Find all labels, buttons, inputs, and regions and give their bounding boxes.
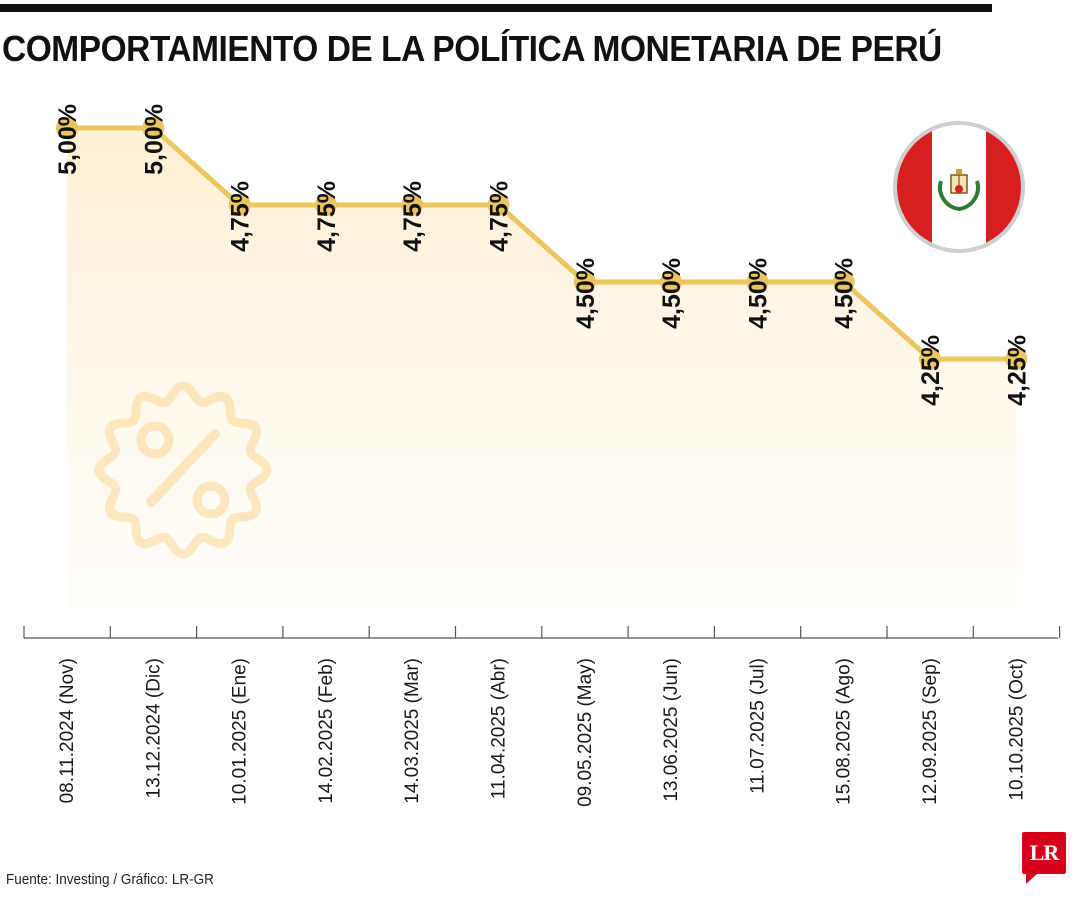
x-tick-label: 14.03.2025 (Mar): [402, 658, 423, 804]
top-rule: [0, 4, 992, 12]
lr-logo-icon: LR: [1022, 832, 1066, 884]
x-tick-label: 10.01.2025 (Ene): [230, 658, 251, 805]
source-note: Fuente: Investing / Gráfico: LR-GR: [6, 871, 214, 888]
x-tick-label: 13.12.2024 (Dic): [143, 658, 164, 798]
value-label: 4,25%: [917, 335, 945, 406]
value-label: 4,75%: [399, 181, 427, 252]
x-tick-label: 12.09.2025 (Sep): [920, 658, 941, 805]
value-label: 4,75%: [227, 181, 255, 252]
data-point: [1005, 348, 1028, 370]
chart-title: COMPORTAMIENTO DE LA POLÍTICA MONETARIA …: [2, 28, 942, 69]
value-label: 4,50%: [831, 258, 859, 329]
data-point: [56, 117, 78, 139]
x-tick-label: 09.05.2025 (May): [575, 658, 596, 807]
value-label: 4,75%: [486, 181, 514, 252]
value-label: 5,00%: [140, 104, 168, 175]
x-tick-label: 13.06.2025 (Jun): [661, 658, 682, 802]
data-point: [746, 271, 769, 293]
value-label: 4,50%: [744, 258, 772, 329]
peru-flag-icon: [893, 121, 1025, 253]
series-line: [67, 125, 1017, 362]
value-label: 4,75%: [313, 181, 341, 252]
data-point: [314, 194, 337, 216]
data-point: [919, 348, 941, 370]
x-tick-label: 10.10.2025 (Oct): [1006, 658, 1027, 801]
data-point: [832, 271, 855, 293]
area-fill: [67, 128, 1017, 610]
data-point: [401, 194, 424, 216]
data-point: [487, 194, 510, 216]
data-point: [228, 194, 251, 216]
data-point: [660, 271, 683, 293]
value-label: 5,00%: [54, 104, 82, 175]
x-tick-label: 11.04.2025 (Abr): [489, 658, 510, 799]
x-tick-label: 08.11.2024 (Nov): [57, 658, 78, 803]
value-label: 4,50%: [572, 258, 600, 329]
coat-of-arms-icon: [938, 169, 980, 212]
data-point: [573, 271, 596, 293]
data-point: [142, 117, 165, 139]
x-tick-label: 11.07.2025 (Jul): [747, 658, 768, 794]
percent-badge-icon: [94, 381, 272, 559]
x-tick-label: 15.08.2025 (Ago): [834, 658, 855, 805]
value-label: 4,50%: [658, 258, 686, 329]
value-label: 4,25%: [1003, 335, 1031, 406]
x-tick-label: 14.02.2025 (Feb): [316, 658, 337, 804]
